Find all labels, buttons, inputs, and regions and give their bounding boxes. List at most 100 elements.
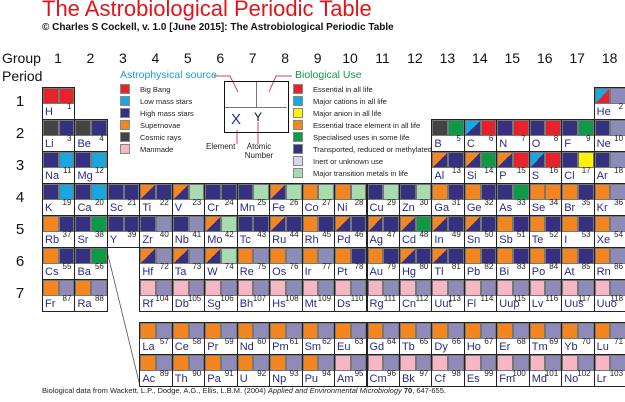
element-symbol: Kr: [596, 202, 608, 214]
element-symbol: Ge: [466, 202, 482, 214]
element-symbol: Tc: [239, 234, 251, 246]
bio-use-swatch: [577, 280, 594, 296]
astro-source-swatch: [399, 248, 416, 264]
element-cell-np: Np 93: [269, 354, 303, 387]
bio-use-swatch: [156, 355, 172, 371]
bio-use-swatch: [188, 280, 205, 296]
atomic-number: 92: [257, 369, 267, 378]
element-cell-lu: Lu 71: [593, 322, 625, 355]
element-symbol: Mg: [77, 170, 93, 182]
element-symbol: B: [434, 138, 442, 150]
period-number: 1: [15, 93, 25, 110]
atomic-number: 43: [257, 230, 267, 239]
astro-source-swatch: [432, 216, 449, 232]
element-symbol: Al: [434, 170, 445, 182]
element-symbol: Tb: [401, 341, 415, 353]
atomic-number: 24: [224, 198, 234, 207]
atomic-number: 90: [192, 369, 202, 378]
element-symbol: Lv: [531, 298, 544, 310]
astro-source-swatch: [497, 152, 514, 168]
bio-use-swatch: [577, 184, 594, 200]
atomic-number: 67: [484, 337, 494, 346]
legend-swatch: [293, 120, 303, 130]
element-cell-ta: Ta 73: [171, 247, 206, 280]
bio-use-swatch: [58, 280, 75, 296]
atomic-number: 22: [159, 198, 169, 207]
astro-source-swatch: [43, 248, 59, 264]
astro-source-swatch: [172, 323, 189, 339]
bio-use-swatch: [545, 323, 562, 339]
element-cell-gd: Gd 64: [366, 322, 400, 355]
element-symbol: Nb: [174, 234, 189, 246]
atomic-number: 96: [387, 369, 396, 378]
atomic-number: 74: [224, 262, 234, 271]
atomic-number: 86: [614, 262, 624, 271]
element-cell-ac: Ac 89: [139, 354, 173, 387]
bio-use-swatch: [156, 184, 172, 200]
bio-use-swatch: [123, 184, 140, 200]
element-symbol: Pm: [272, 341, 289, 353]
element-cell-db: Db 105: [171, 279, 206, 312]
bio-use-swatch: [513, 120, 529, 136]
atomic-number: 31: [451, 198, 461, 207]
atomic-number: 2: [618, 102, 624, 111]
bio-use-swatch: [220, 184, 237, 200]
astro-source-swatch: [335, 216, 351, 232]
bio-use-swatch: [318, 323, 335, 339]
element-cell-tb: Tb 65: [398, 322, 433, 355]
legend-label: Transported, reduced or methylated: [313, 145, 432, 154]
bio-use-swatch: [58, 184, 75, 200]
astro-source-swatch: [594, 355, 611, 371]
bio-use-swatch: [58, 216, 75, 232]
element-cell-mo: Mo 42: [204, 215, 238, 248]
astro-source-swatch: [432, 280, 449, 296]
atomic-number: 12: [94, 166, 104, 175]
astro-source-swatch: [237, 248, 254, 264]
atomic-number: 115: [512, 294, 526, 303]
group-number: 2: [86, 50, 95, 66]
element-symbol: Zn: [401, 202, 415, 214]
legend-item: Manmade: [120, 144, 173, 155]
astro-source-swatch: [75, 248, 92, 264]
bio-use-swatch: [285, 184, 302, 200]
atomic-number: 30: [419, 198, 429, 207]
element-cell-pd: Pd 46: [334, 215, 368, 248]
group-number: 11: [375, 50, 390, 66]
atomic-number: 4: [99, 134, 104, 143]
astro-source-swatch: [270, 248, 286, 264]
element-cell-he: He 2: [593, 87, 625, 120]
astro-source-swatch: [205, 280, 221, 296]
element-symbol: Bk: [401, 373, 415, 385]
legend-label: High mass stars: [140, 109, 194, 118]
bio-use-swatch: [415, 355, 432, 371]
atomic-number: 14: [484, 166, 494, 175]
bio-use-swatch: [253, 216, 270, 232]
bio-use-swatch: [350, 280, 367, 296]
bio-use-swatch: [383, 323, 399, 339]
element-symbol: Md: [531, 373, 548, 385]
bio-use-swatch: [610, 280, 625, 296]
astro-source-swatch: [529, 216, 546, 232]
element-cell-mg: Mg 12: [74, 151, 108, 184]
element-symbol: Yb: [564, 341, 578, 353]
astro-source-swatch: [270, 323, 286, 339]
period-number: 7: [15, 285, 25, 302]
astro-source-swatch: [464, 323, 481, 339]
bio-use-swatch: [188, 216, 205, 232]
legend-item: Major cations in all life: [293, 96, 387, 107]
legend-swatch: [293, 84, 303, 94]
atomic-number: 17: [581, 166, 591, 175]
element-symbol: I: [564, 234, 568, 246]
legend-label: Low mass stars: [140, 97, 193, 106]
element-symbol: Ag: [369, 234, 383, 246]
bio-use-swatch: [448, 355, 464, 371]
element-symbol: Ti: [142, 202, 152, 214]
element-cell-na: Na 11: [42, 151, 76, 184]
atomic-number: 112: [415, 294, 429, 303]
bio-use-swatch: [448, 323, 464, 339]
element-symbol: Mt: [304, 298, 317, 310]
element-cell-re: Re 75: [236, 247, 271, 280]
element-symbol: Pt: [337, 266, 348, 278]
citation-volume: 70: [403, 386, 413, 395]
element-cell-pt: Pt 78: [334, 247, 368, 280]
